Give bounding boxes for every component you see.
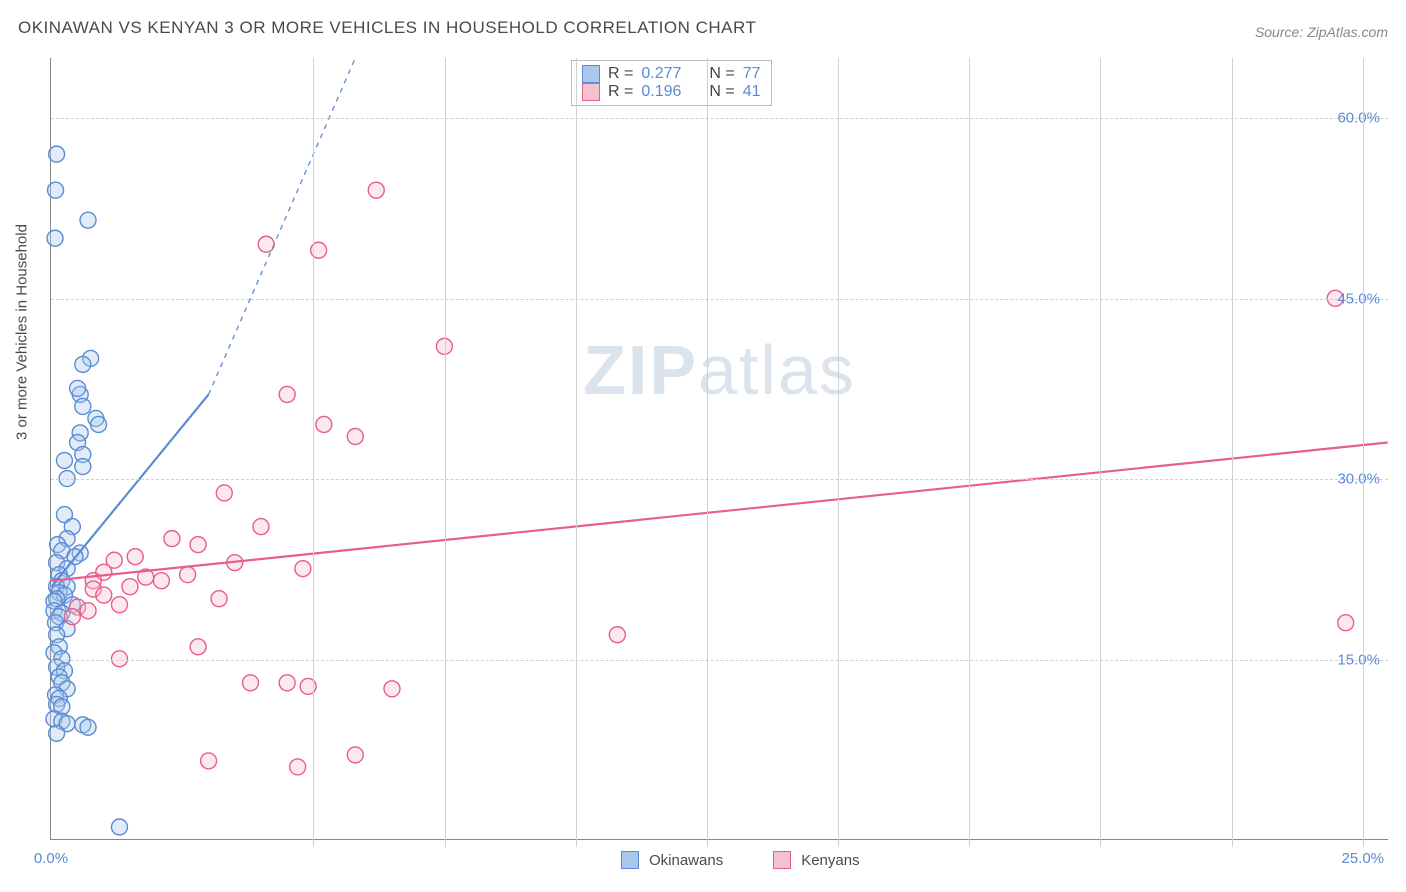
gridline-vertical [1100,58,1101,847]
scatter-point [347,747,363,763]
gridline-vertical [445,58,446,847]
legend-item-label: Okinawans [649,852,723,869]
scatter-point [64,609,80,625]
y-tick-label: 60.0% [1337,110,1380,127]
scatter-point [70,380,86,396]
scatter-point [279,386,295,402]
scatter-point [96,587,112,603]
chart-svg [51,58,1388,839]
gridline-horizontal [51,299,1388,300]
x-tick-label: 0.0% [34,850,68,867]
gridline-vertical [1363,58,1364,847]
scatter-point [80,719,96,735]
scatter-point [49,725,65,741]
scatter-point [242,675,258,691]
scatter-point [368,182,384,198]
legend-series: Okinawans Kenyans [621,851,860,869]
chart-source: Source: ZipAtlas.com [1255,24,1388,40]
gridline-vertical [838,58,839,847]
gridline-vertical [969,58,970,847]
scatter-point [279,675,295,691]
scatter-point [75,398,91,414]
x-tick-label: 25.0% [1341,850,1384,867]
scatter-point [190,537,206,553]
trend-line-dashed [209,58,356,394]
scatter-point [127,549,143,565]
chart-title: OKINAWAN VS KENYAN 3 OR MORE VEHICLES IN… [18,18,756,38]
scatter-point [122,579,138,595]
scatter-point [80,603,96,619]
scatter-point [75,356,91,372]
scatter-point [47,230,63,246]
y-tick-label: 45.0% [1337,290,1380,307]
scatter-point [91,416,107,432]
scatter-point [164,531,180,547]
gridline-horizontal [51,479,1388,480]
gridline-horizontal [51,660,1388,661]
scatter-point [153,573,169,589]
scatter-point [216,485,232,501]
scatter-point [80,212,96,228]
scatter-point [295,561,311,577]
legend-swatch-icon [773,851,791,869]
y-axis-label: 3 or more Vehicles in Household [14,224,31,440]
scatter-point [75,459,91,475]
scatter-point [48,182,64,198]
scatter-point [190,639,206,655]
scatter-point [258,236,274,252]
scatter-point [201,753,217,769]
scatter-point [111,597,127,613]
scatter-point [49,146,65,162]
gridline-horizontal [51,118,1388,119]
scatter-point [1338,615,1354,631]
scatter-point [180,567,196,583]
scatter-point [290,759,306,775]
scatter-point [609,627,625,643]
legend-swatch-icon [621,851,639,869]
gridline-vertical [1232,58,1233,847]
scatter-point [111,819,127,835]
legend-item: Kenyans [773,851,859,869]
scatter-point [384,681,400,697]
y-tick-label: 30.0% [1337,471,1380,488]
plot-area: ZIPatlas R = 0.277 N = 77 R = 0.196 N = … [50,58,1388,840]
gridline-vertical [313,58,314,847]
gridline-vertical [576,58,577,847]
scatter-point [316,416,332,432]
y-tick-label: 15.0% [1337,651,1380,668]
legend-item-label: Kenyans [801,852,859,869]
gridline-vertical [707,58,708,847]
legend-item: Okinawans [621,851,723,869]
scatter-point [56,453,72,469]
scatter-point [347,428,363,444]
scatter-point [253,519,269,535]
trend-line [51,442,1387,580]
scatter-point [211,591,227,607]
